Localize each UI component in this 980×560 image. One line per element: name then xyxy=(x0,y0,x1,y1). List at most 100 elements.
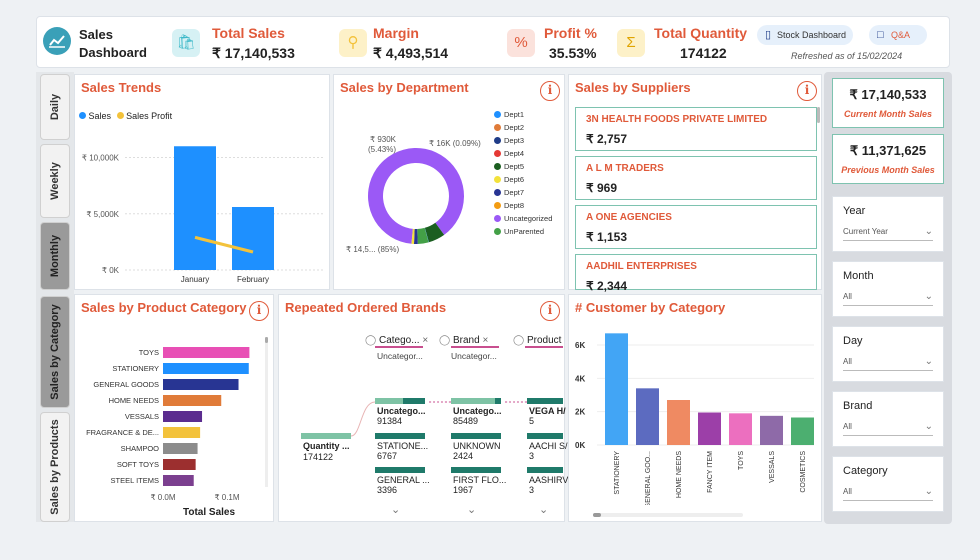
chevron-down-icon[interactable]: ⌄ xyxy=(391,504,401,516)
sales-trends-title: Sales Trends xyxy=(81,80,162,95)
info-icon[interactable]: i xyxy=(540,301,560,321)
supplier-card[interactable]: A ONE AGENCIES ₹ 1,153 xyxy=(575,205,817,249)
tree-node-bar[interactable] xyxy=(451,433,501,439)
supplier-card[interactable]: A L M TRADERS ₹ 969 xyxy=(575,156,817,200)
slicer-value: All xyxy=(843,422,852,431)
sales-by-suppliers-title: Sales by Suppliers xyxy=(575,80,691,95)
supplier-value: ₹ 969 xyxy=(586,181,617,195)
category-slicer[interactable]: Category All ⌄ xyxy=(832,456,944,512)
tab-sales-by-products[interactable]: Sales by Products xyxy=(40,412,70,522)
close-icon[interactable]: × xyxy=(422,335,429,346)
customer-by-category-panel: # Customer by Category 0K 2K 4K 6K STATIONER… xyxy=(568,294,822,522)
tree-root-bar[interactable] xyxy=(301,433,351,439)
tree-node-bar[interactable] xyxy=(527,398,563,404)
tab-sales-by-category[interactable]: Sales by Category xyxy=(40,296,70,408)
slicer-value: All xyxy=(843,487,852,496)
tree-node-bar[interactable] xyxy=(451,398,501,404)
tree-node-bar[interactable] xyxy=(375,398,425,404)
category-bar xyxy=(163,443,198,454)
tree-node-label: AACHI S/ xyxy=(529,441,568,451)
y-tick-label: 0K xyxy=(575,441,585,450)
info-icon[interactable]: i xyxy=(540,81,560,101)
chat-icon: □ xyxy=(877,29,884,41)
chevron-down-icon[interactable]: ⌄ xyxy=(539,504,549,516)
chevron-down-icon: ⌄ xyxy=(924,291,933,302)
previous-month-card: ₹ 11,371,625 Previous Month Sales xyxy=(832,134,944,184)
slicer-value: Current Year xyxy=(843,227,888,236)
info-icon[interactable]: i xyxy=(249,301,269,321)
year-slicer[interactable]: Year Current Year ⌄ xyxy=(832,196,944,252)
day-dropdown[interactable]: All ⌄ xyxy=(843,355,933,371)
legend-item[interactable]: UnParented xyxy=(494,227,544,236)
tree-node-label: UNKNOWN xyxy=(453,441,501,451)
customer-bar xyxy=(729,413,752,445)
tree-node-bar[interactable] xyxy=(375,433,425,439)
category-bar xyxy=(163,379,239,390)
tab-sales-by-products-label: Sales by Products xyxy=(49,419,61,515)
brand-slicer[interactable]: Brand All ⌄ xyxy=(832,391,944,447)
tab-monthly[interactable]: Monthly xyxy=(40,222,70,290)
tab-sales-by-category-label: Sales by Category xyxy=(49,304,61,400)
tab-weekly-label: Weekly xyxy=(49,162,61,200)
legend-item[interactable]: Dept7 xyxy=(494,188,524,197)
category-label: HOME NEEDS xyxy=(109,396,159,405)
slicer-title: Year xyxy=(843,205,866,217)
filter-chip-product[interactable]: ◯ Product xyxy=(513,335,561,346)
year-dropdown[interactable]: Current Year ⌄ xyxy=(843,225,933,241)
legend-item[interactable]: Dept1 xyxy=(494,110,524,119)
kpi-profit-value: 35.53% xyxy=(549,45,597,61)
tree-node-label: FIRST FLO... xyxy=(453,475,507,485)
tree-node-value: 91384 xyxy=(377,416,403,426)
legend-item[interactable]: Dept5 xyxy=(494,162,524,171)
y-tick-label: 6K xyxy=(575,341,585,350)
supplier-card[interactable]: AADHIL ENTERPRISES ₹ 2,344 xyxy=(575,254,817,293)
legend-item[interactable]: Dept8 xyxy=(494,201,524,210)
supplier-card[interactable]: 3N HEALTH FOODS PRIVATE LIMITED ₹ 2,757 xyxy=(575,107,817,151)
stock-dashboard-button[interactable]: ▯ Stock Dashboard xyxy=(757,25,853,45)
slicer-title: Brand xyxy=(843,400,873,412)
filter-category-sub: Uncategor... xyxy=(377,351,423,361)
day-slicer[interactable]: Day All ⌄ xyxy=(832,326,944,382)
chevron-down-icon[interactable]: ⌄ xyxy=(467,504,477,516)
legend-item[interactable]: Dept6 xyxy=(494,175,524,184)
tree-node-bar[interactable] xyxy=(375,467,425,473)
slicer-value: All xyxy=(843,292,852,301)
tree-node-bar[interactable] xyxy=(451,467,501,473)
legend-item[interactable]: Dept2 xyxy=(494,123,524,132)
legend-item[interactable]: Uncategorized xyxy=(494,214,552,223)
category-bar xyxy=(163,411,203,422)
x-tick-label: February xyxy=(237,275,269,284)
supplier-value: ₹ 1,153 xyxy=(586,230,627,244)
x-tick-label: GENERAL GOO... xyxy=(645,451,652,505)
tree-node-label: VEGA H/ xyxy=(529,406,566,416)
tree-node-bar[interactable] xyxy=(527,433,563,439)
category-label: FRAGRANCE & DE... xyxy=(86,428,159,437)
qa-label: Q&A xyxy=(891,30,911,40)
tab-daily[interactable]: Daily xyxy=(40,74,70,140)
info-icon[interactable]: i xyxy=(797,81,817,101)
filter-brand-sub: Uncategor... xyxy=(451,351,497,361)
month-slicer[interactable]: Month All ⌄ xyxy=(832,261,944,317)
supplier-value: ₹ 2,344 xyxy=(586,279,627,293)
filter-brand-underline2 xyxy=(451,346,499,348)
legend-item[interactable]: Dept3 xyxy=(494,136,524,145)
kpi-margin-value: ₹ 4,493,514 xyxy=(373,45,449,61)
kpi-margin-label: Margin xyxy=(373,25,419,41)
filter-chip-brand[interactable]: ◯ Brand × xyxy=(439,335,488,346)
filter-chip-category[interactable]: ◯ Catego... × xyxy=(365,335,428,346)
sales-trends-legend: Sales Sales Profit xyxy=(79,111,172,121)
qa-button[interactable]: □ Q&A xyxy=(869,25,927,45)
tree-node-bar[interactable] xyxy=(527,467,563,473)
close-icon[interactable]: × xyxy=(482,335,489,346)
category-dropdown[interactable]: All ⌄ xyxy=(843,485,933,501)
tab-daily-label: Daily xyxy=(49,93,61,121)
product-category-scrollbar[interactable] xyxy=(265,337,268,487)
brand-dropdown[interactable]: All ⌄ xyxy=(843,420,933,436)
tree-node-value: 3 xyxy=(529,451,535,461)
legend-item[interactable]: Dept4 xyxy=(494,149,524,158)
tab-weekly[interactable]: Weekly xyxy=(40,144,70,218)
y-tick-label: ₹ 5,000K xyxy=(86,210,119,219)
suppliers-scrollbar[interactable] xyxy=(817,107,820,123)
customer-chart-scrollbar[interactable] xyxy=(593,513,743,517)
month-dropdown[interactable]: All ⌄ xyxy=(843,290,933,306)
